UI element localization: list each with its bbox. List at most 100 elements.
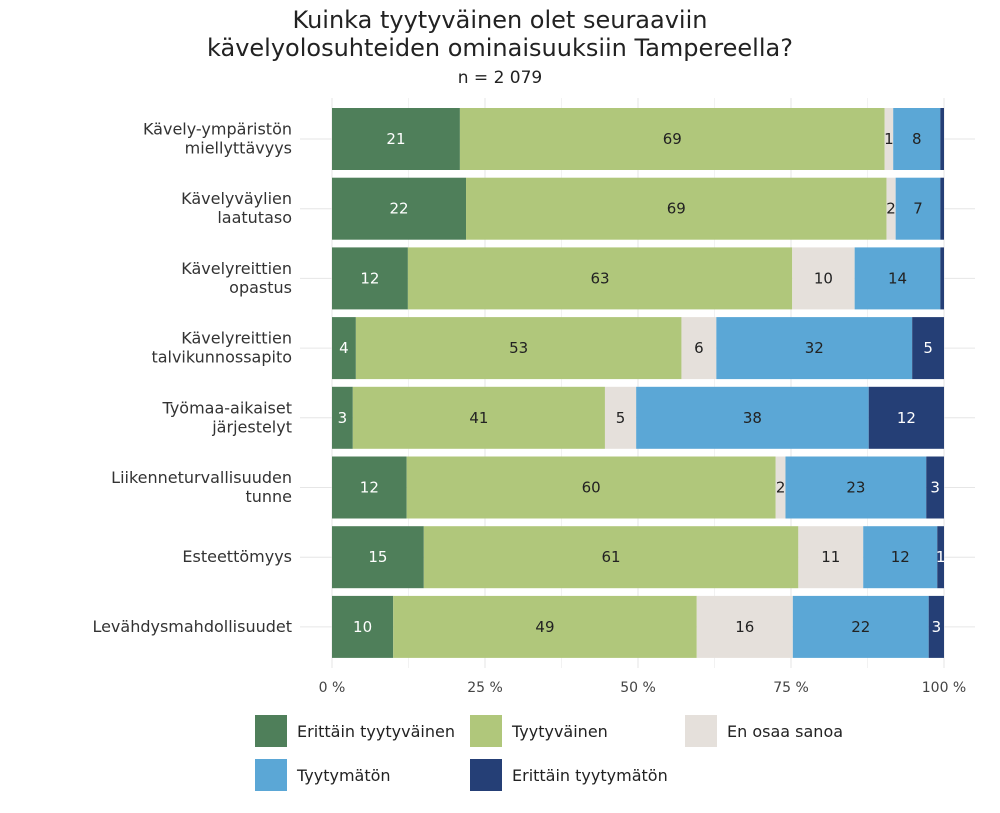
bar-value-label: 53 xyxy=(509,339,528,357)
bar-segment xyxy=(636,386,869,449)
x-tick-label: 25 % xyxy=(467,680,503,696)
bar-value-label: 15 xyxy=(368,548,387,566)
category-label: Esteettömyys xyxy=(182,547,292,566)
bar-value-label: 5 xyxy=(616,409,626,427)
bar-segment xyxy=(912,317,944,380)
bar-segment xyxy=(940,177,944,240)
bar-value-label: 12 xyxy=(360,269,379,287)
category-label: opastus xyxy=(229,278,292,297)
bar-value-label: 60 xyxy=(582,479,601,497)
bar-segment xyxy=(332,456,407,519)
bar-segment xyxy=(792,595,929,658)
bar-value-label: 63 xyxy=(591,269,610,287)
legend-label: Tyytymätön xyxy=(296,766,391,785)
bar-segment xyxy=(604,386,637,449)
x-tick-label: 0 % xyxy=(319,680,346,696)
bar-segment xyxy=(884,108,894,170)
bar-segment xyxy=(775,456,786,519)
category-label: tunne xyxy=(245,487,292,506)
bar-value-label: 5 xyxy=(923,339,933,357)
bar-segment xyxy=(355,317,682,380)
bar-segment xyxy=(466,177,887,240)
bar-segment xyxy=(940,108,944,170)
category-label: Kävelyreittien xyxy=(181,329,292,348)
bar-value-label: 3 xyxy=(932,618,942,636)
category-label: Liikenneturvallisuuden xyxy=(111,468,292,487)
bar-value-label: 2 xyxy=(776,479,786,497)
bar-value-label: 14 xyxy=(888,269,907,287)
bar-value-label: 32 xyxy=(805,339,824,357)
category-label: Kävely-ympäristön xyxy=(143,120,292,139)
bar-segment xyxy=(332,247,408,310)
bar-value-label: 12 xyxy=(891,548,910,566)
bar-segment xyxy=(863,526,938,589)
bar-value-label: 8 xyxy=(912,130,922,148)
legend-label: Erittäin tyytymätön xyxy=(512,766,668,785)
bar-value-label: 6 xyxy=(694,339,704,357)
x-tick-label: 50 % xyxy=(620,680,656,696)
bar-value-label: 12 xyxy=(897,409,916,427)
bar-value-label: 22 xyxy=(851,618,870,636)
bar-value-label: 3 xyxy=(338,409,348,427)
category-label: järjestelyt xyxy=(211,417,292,436)
bar-value-label: 1 xyxy=(936,548,946,566)
bar-segment xyxy=(798,526,864,589)
bar-segment xyxy=(332,386,353,449)
x-tick-label: 100 % xyxy=(922,680,966,696)
bar-segment xyxy=(886,177,896,240)
bar-segment xyxy=(895,177,941,240)
bar-value-label: 21 xyxy=(386,130,405,148)
chart-subtitle: n = 2 079 xyxy=(458,68,543,88)
category-label: miellyttävyys xyxy=(185,139,292,158)
legend-label: Erittäin tyytyväinen xyxy=(297,722,455,741)
bar-segment xyxy=(406,456,776,519)
chart-title-line-1: Kuinka tyytyväinen olet seuraaviin xyxy=(293,6,708,34)
legend-swatch xyxy=(255,715,287,747)
bar-segment xyxy=(393,595,697,658)
bar-segment xyxy=(937,526,944,589)
bar-value-label: 69 xyxy=(663,130,682,148)
bar-value-label: 11 xyxy=(821,548,840,566)
bar-segment xyxy=(926,456,944,519)
bar-segment xyxy=(868,386,944,449)
bar-value-label: 4 xyxy=(339,339,349,357)
legend-swatch xyxy=(685,715,717,747)
bar-value-label: 41 xyxy=(469,409,488,427)
category-label: Kävelyreittien xyxy=(181,259,292,278)
category-label: laatutaso xyxy=(217,208,292,227)
bar-value-label: 69 xyxy=(667,200,686,218)
chart-title-line-2: kävelyolosuhteiden ominaisuuksiin Tamper… xyxy=(207,34,793,62)
bar-value-label: 22 xyxy=(389,200,408,218)
bar-value-label: 3 xyxy=(930,479,940,497)
bar-value-label: 12 xyxy=(360,479,379,497)
bar-segment xyxy=(940,247,944,310)
bar-value-label: 2 xyxy=(886,200,896,218)
bar-segment xyxy=(352,386,605,449)
legend-label: En osaa sanoa xyxy=(727,722,843,741)
bar-value-label: 61 xyxy=(602,548,621,566)
legend-swatch xyxy=(470,715,502,747)
legend-label: Tyytyväinen xyxy=(511,722,608,741)
bar-segment xyxy=(893,108,941,170)
bar-segment xyxy=(785,456,927,519)
legend: Erittäin tyytyväinen Tyytyväinen En osaa s… xyxy=(255,715,843,791)
bar-value-label: 23 xyxy=(846,479,865,497)
bar-segment xyxy=(407,247,793,310)
bar-value-label: 38 xyxy=(743,409,762,427)
bar-segment xyxy=(332,177,467,240)
bar-segment xyxy=(716,317,913,380)
bar-segment xyxy=(696,595,793,658)
bar-segment xyxy=(928,595,944,658)
bar-segment xyxy=(332,317,356,380)
legend-swatch xyxy=(255,759,287,791)
bar-segment xyxy=(332,108,460,170)
bar-value-label: 49 xyxy=(535,618,554,636)
category-label: talvikunnossapito xyxy=(151,348,292,367)
x-tick-label: 75 % xyxy=(773,680,809,696)
legend-swatch xyxy=(470,759,502,791)
category-label: Kävelyväylien xyxy=(181,189,292,208)
